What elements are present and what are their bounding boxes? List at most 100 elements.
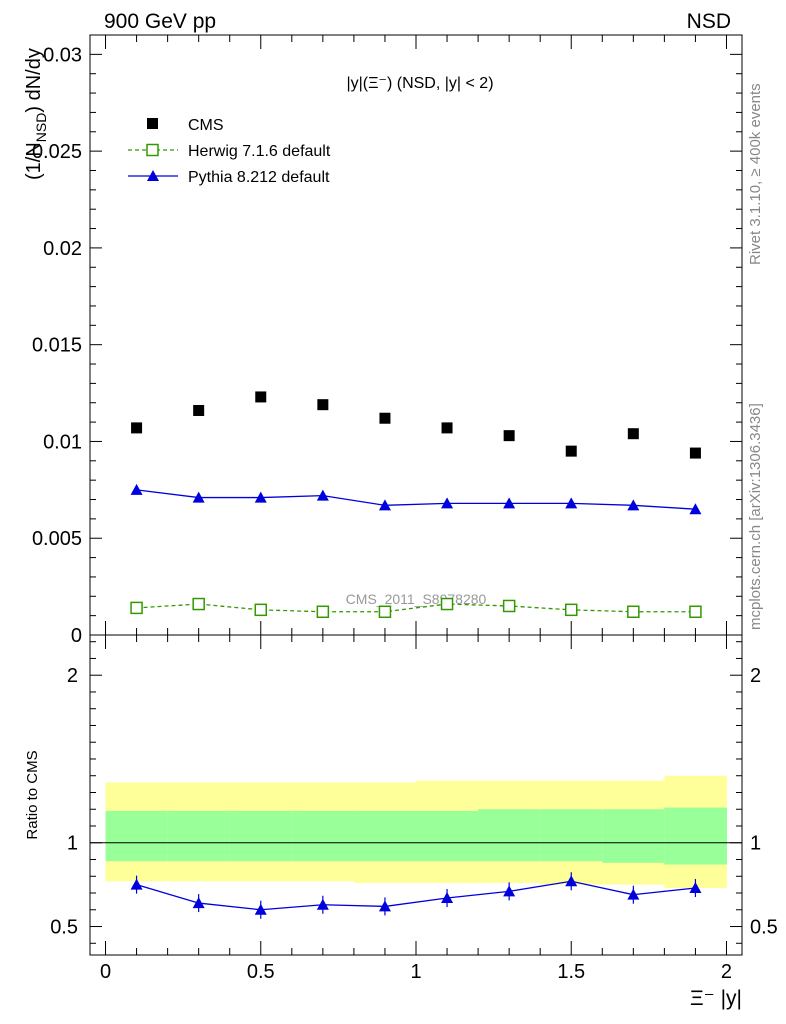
ratio-y-tick-label-right: 1 xyxy=(750,833,761,855)
main-y-tick-label: 0.015 xyxy=(32,335,82,357)
x-tick-label: 2 xyxy=(721,961,732,983)
cms-point xyxy=(441,422,453,434)
herwig-point xyxy=(440,597,454,611)
ratio-pythia-point xyxy=(130,878,143,890)
main-y-tick-label: 0.005 xyxy=(32,528,82,550)
pythia-point xyxy=(689,503,702,515)
ratio-pythia-point xyxy=(627,888,640,900)
ratio-y-tick-label: 2 xyxy=(67,665,78,687)
ylabel-part-suffix: ) dN/dy xyxy=(23,48,45,112)
ratio-band-inner xyxy=(105,810,169,862)
herwig-point xyxy=(130,601,143,615)
pythia-point xyxy=(378,499,391,511)
main-panel: 0 0.005 0.01 0.015 0.02 0.025 0.03 |y|(Ξ⁻) (NS… xyxy=(32,34,743,647)
ratio-pythia-point xyxy=(689,881,702,893)
ratio-band-inner xyxy=(291,810,355,862)
ratio-pythia-point xyxy=(503,885,516,897)
ratio-pythia-point xyxy=(378,900,391,912)
legend-item-pythia: Pythia 8.212 default xyxy=(128,169,330,186)
cms-point xyxy=(565,445,577,457)
herwig-point xyxy=(502,599,516,613)
main-title: |y|(Ξ⁻) (NSD, |y| < 2) xyxy=(346,75,493,92)
ratio-y-tick-label: 0.5 xyxy=(50,917,78,939)
ratio-band-inner xyxy=(353,810,417,862)
legend-label-cms: CMS xyxy=(188,117,224,134)
ratio-band-inner xyxy=(167,810,231,862)
ratio-pythia-point xyxy=(192,897,205,909)
main-y-ticks: 0 0.005 0.01 0.015 0.02 0.025 0.03 xyxy=(32,44,742,647)
cms-point xyxy=(627,428,639,440)
main-y-axis-label: (1/NNSD) dN/dy xyxy=(23,48,49,180)
legend-marker-herwig xyxy=(146,143,159,157)
x-tick-label: 1 xyxy=(410,961,421,983)
herwig-line xyxy=(136,603,696,613)
herwig-point xyxy=(378,605,392,619)
ratio-y-ticks: 0.5 0.5 1 1 2 2 xyxy=(50,641,778,944)
herwig-point xyxy=(564,603,578,617)
main-y-tick-label: 0.02 xyxy=(43,238,82,260)
main-y-axis-label-text: (1/NNSD) dN/dy xyxy=(23,48,49,180)
pythia-point xyxy=(627,499,640,511)
ratio-band-inner xyxy=(540,809,603,862)
legend: CMS Herwig 7.1.6 default Pythia 8.212 de… xyxy=(128,117,331,186)
ylabel-part-prefix: (1/N xyxy=(23,142,45,180)
ratio-pythia-point xyxy=(254,903,267,915)
mcplots-label: mcplots.cern.ch [arXiv:1306.3436] xyxy=(747,403,764,630)
ratio-pythia-point xyxy=(316,898,329,910)
pythia-point xyxy=(503,497,516,509)
cms-point xyxy=(131,422,143,434)
main-y-tick-label: 0.01 xyxy=(43,431,82,453)
cms-point xyxy=(193,404,205,416)
main-series xyxy=(130,391,702,619)
header-left: 900 GeV pp xyxy=(104,10,216,33)
herwig-point xyxy=(192,597,205,611)
herwig-point xyxy=(316,605,330,619)
x-tick-label: 0 xyxy=(100,961,111,983)
herwig-point xyxy=(627,605,640,619)
x-axis-label: Ξ⁻ |y| xyxy=(690,987,742,1010)
legend-item-cms: CMS xyxy=(147,117,224,134)
legend-label-pythia: Pythia 8.212 default xyxy=(188,169,330,186)
herwig-point xyxy=(689,605,702,619)
cms-point xyxy=(379,412,391,424)
ratio-pythia-point xyxy=(441,892,454,904)
ratio-band-inner xyxy=(664,807,727,865)
cms-point xyxy=(503,430,515,442)
ratio-pythia-point xyxy=(565,875,578,887)
pythia-point xyxy=(192,491,205,503)
herwig-point xyxy=(254,603,268,617)
pythia-point xyxy=(254,491,267,503)
ratio-x-ticks: 0 0.5 1 1.5 2 xyxy=(100,635,732,983)
ylabel-part-sub: NSD xyxy=(33,113,49,143)
main-y-tick-label: 0 xyxy=(71,625,82,647)
main-x-ticks xyxy=(105,35,727,635)
ratio-band-inner xyxy=(229,810,293,862)
pythia-point xyxy=(441,497,454,509)
legend-marker-pythia xyxy=(147,170,159,181)
header-right: NSD xyxy=(687,10,731,33)
ratio-band-inner xyxy=(478,809,541,862)
rivet-label: Rivet 3.1.10, ≥ 400k events xyxy=(747,83,764,265)
main-y-tick-label: 0.025 xyxy=(32,141,82,163)
pythia-point xyxy=(565,497,578,509)
ratio-y-tick-label-right: 0.5 xyxy=(750,917,778,939)
legend-label-herwig: Herwig 7.1.6 default xyxy=(188,143,331,160)
cms-point xyxy=(689,447,701,459)
ratio-y-axis-label: Ratio to CMS xyxy=(24,750,41,839)
x-tick-label: 1.5 xyxy=(557,961,585,983)
cms-point xyxy=(317,399,329,411)
legend-item-herwig: Herwig 7.1.6 default xyxy=(128,143,331,160)
main-y-tick-label: 0.03 xyxy=(43,44,82,66)
pythia-line xyxy=(136,489,696,510)
pythia-point xyxy=(130,483,143,495)
ratio-series xyxy=(130,872,702,919)
pythia-point xyxy=(316,489,329,501)
ratio-y-tick-label: 1 xyxy=(67,833,78,855)
legend-marker-cms xyxy=(147,118,158,129)
ratio-band-inner xyxy=(602,809,665,863)
x-tick-label: 0.5 xyxy=(247,961,275,983)
ratio-pythia-line xyxy=(136,880,696,911)
ratio-y-tick-label-right: 2 xyxy=(750,665,761,687)
ratio-panel: 0.5 0.5 1 1 2 2 0 0.5 1 1.5 2 Ratio to CMS xyxy=(24,634,778,983)
